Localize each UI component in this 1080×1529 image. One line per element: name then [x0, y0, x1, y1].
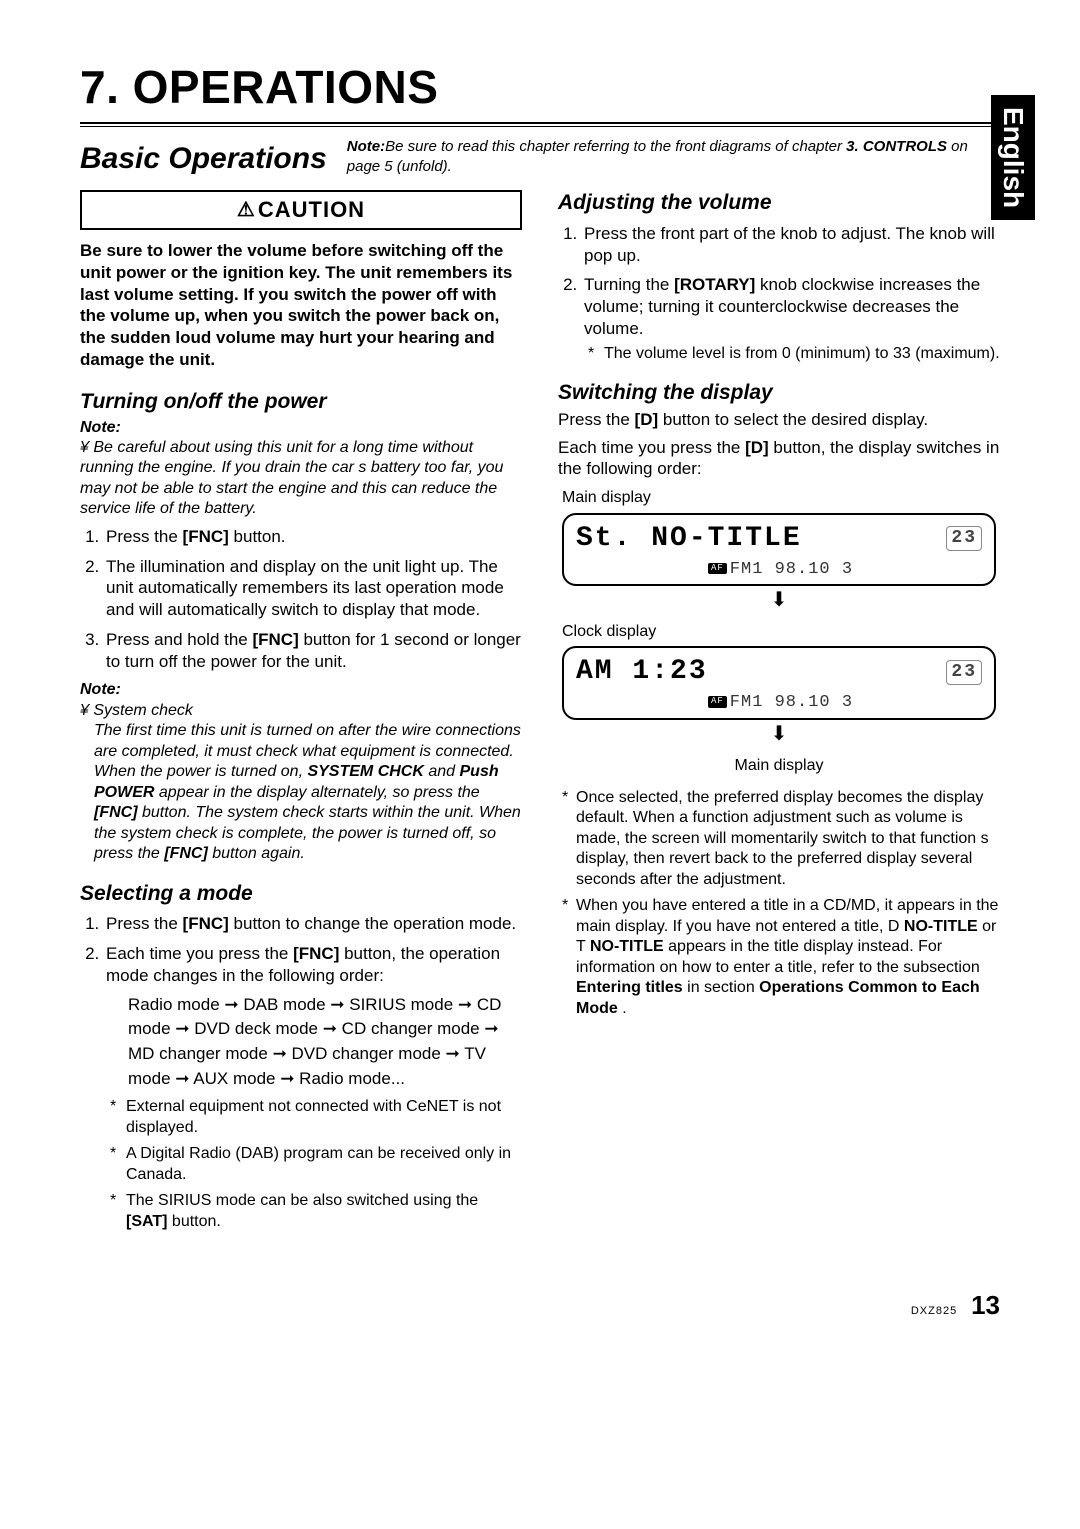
list-item: Each time you press the [FNC] button, th…: [104, 943, 522, 1232]
subhead-volume: Adjusting the volume: [558, 190, 1000, 217]
display-intro2: Each time you press the [D] button, the …: [558, 437, 1000, 481]
subhead-mode: Selecting a mode: [80, 881, 522, 908]
caution-box: ⚠CAUTION: [80, 190, 522, 230]
note-label: Note:: [80, 680, 522, 700]
warning-icon: ⚠: [237, 198, 256, 224]
page-number: 13: [971, 1290, 1000, 1320]
manual-page: English 7. OPERATIONS Basic Operations N…: [0, 0, 1080, 1361]
display-label-main: Main display: [562, 488, 1000, 508]
lcd-line2: AFFM1 98.10 3: [576, 559, 982, 581]
right-column: Adjusting the volume Press the front par…: [558, 190, 1000, 1240]
lcd-main-display: St. NO-TITLE 23 AFFM1 98.10 3: [562, 513, 996, 587]
lcd-line2: AFFM1 98.10 3: [576, 692, 982, 714]
list-item: When you have entered a title in a CD/MD…: [576, 896, 1000, 1019]
arrow-down-icon: ⬇: [558, 722, 1000, 748]
mode-sequence: Radio mode ➞ DAB mode ➞ SIRIUS mode ➞ CD…: [128, 993, 522, 1092]
note-body: ¥ Be careful about using this unit for a…: [80, 438, 522, 520]
note-body: The first time this unit is turned on af…: [94, 721, 522, 864]
arrow-down-icon: ⬇: [558, 588, 1000, 614]
display-label-clock: Clock display: [562, 622, 1000, 642]
list-item: The SIRIUS mode can be also switched usi…: [124, 1191, 522, 1232]
lcd-volume: 23: [946, 660, 982, 685]
two-column-body: ⚠CAUTION Be sure to lower the volume bef…: [80, 190, 1000, 1240]
subhead-display: Switching the display: [558, 380, 1000, 407]
list-item: Once selected, the preferred display bec…: [576, 788, 1000, 890]
mode-steps: Press the [FNC] button to change the ope…: [80, 913, 522, 1232]
top-note-text: Be sure to read this chapter referring t…: [385, 138, 846, 155]
list-item: Press and hold the [FNC] button for 1 se…: [104, 629, 522, 673]
caution-body: Be sure to lower the volume before switc…: [80, 240, 522, 371]
lcd-clock-display: AM 1:23 23 AFFM1 98.10 3: [562, 646, 996, 720]
top-note: Note:Be sure to read this chapter referr…: [347, 137, 1000, 176]
list-item: The illumination and display on the unit…: [104, 556, 522, 621]
list-item: A Digital Radio (DAB) program can be rec…: [124, 1144, 522, 1185]
display-label-main2: Main display: [558, 756, 1000, 776]
lcd-line1: St. NO-TITLE: [576, 521, 802, 557]
note-label: Note:: [80, 418, 522, 438]
language-tab: English: [991, 95, 1035, 220]
section-title: Basic Operations: [80, 142, 327, 176]
subhead-power: Turning on/off the power: [80, 389, 522, 416]
left-column: ⚠CAUTION Be sure to lower the volume bef…: [80, 190, 522, 1240]
caution-title: CAUTION: [258, 197, 365, 222]
volume-steps: Press the front part of the knob to adju…: [558, 223, 1000, 364]
lcd-line1: AM 1:23: [576, 654, 708, 690]
list-item: Turning the [ROTARY] knob clockwise incr…: [582, 274, 1000, 364]
section-header-row: Basic Operations Note:Be sure to read th…: [80, 137, 1000, 176]
model-number: DXZ825: [911, 1305, 957, 1317]
chapter-title: 7. OPERATIONS: [80, 60, 1000, 118]
list-item: Press the front part of the knob to adju…: [582, 223, 1000, 267]
page-footer: DXZ825 13: [80, 1290, 1000, 1321]
rule-thin: [80, 126, 1000, 127]
note-lead: ¥ System check: [80, 701, 522, 721]
list-item: Press the [FNC] button.: [104, 526, 522, 548]
list-item: External equipment not connected with Ce…: [124, 1097, 522, 1138]
mode-notes: External equipment not connected with Ce…: [106, 1097, 522, 1232]
display-notes: Once selected, the preferred display bec…: [558, 788, 1000, 1019]
lcd-volume: 23: [946, 526, 982, 551]
power-steps: Press the [FNC] button. The illumination…: [80, 526, 522, 673]
volume-notes: The volume level is from 0 (minimum) to …: [584, 344, 1000, 364]
display-intro: Press the [D] button to select the desir…: [558, 409, 1000, 431]
list-item: Press the [FNC] button to change the ope…: [104, 913, 522, 935]
top-note-label: Note:: [347, 138, 385, 155]
top-note-ref: 3. CONTROLS: [846, 138, 947, 155]
rule-thick: [80, 122, 1000, 124]
list-item: The volume level is from 0 (minimum) to …: [602, 344, 1000, 364]
